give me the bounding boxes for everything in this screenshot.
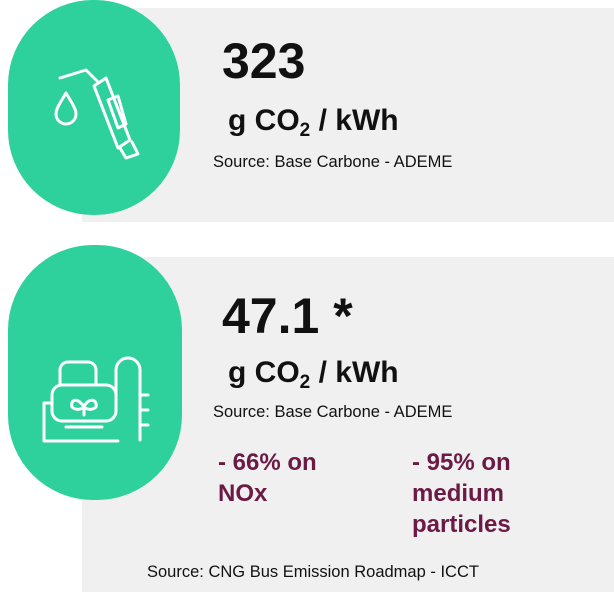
note: - 95% on medium particles xyxy=(412,449,511,538)
note: - 66% on NOx xyxy=(218,449,317,507)
source: Source: Base Carbone - ADEME xyxy=(213,403,453,421)
unit-text: / kWh xyxy=(318,356,399,389)
unit-text: / kWh xyxy=(318,104,399,137)
unit-text: g CO xyxy=(228,104,300,137)
unit-subscript: 2 xyxy=(299,120,311,141)
source: Source: Base Carbone - ADEME xyxy=(213,153,453,171)
unit-subscript: 2 xyxy=(299,372,311,393)
icon-badge xyxy=(8,0,180,215)
fuel-icon xyxy=(54,68,140,160)
icon-badge xyxy=(8,245,182,500)
source: Source: CNG Bus Emission Roadmap - ICCT xyxy=(147,563,479,581)
value: 47.1 * xyxy=(222,288,353,344)
unit: g CO2 / kWh xyxy=(228,356,399,393)
gas-plant-icon xyxy=(42,356,150,443)
unit-text: g CO xyxy=(228,356,300,389)
unit: g CO2 / kWh xyxy=(228,104,399,141)
value: 323 xyxy=(222,33,306,89)
